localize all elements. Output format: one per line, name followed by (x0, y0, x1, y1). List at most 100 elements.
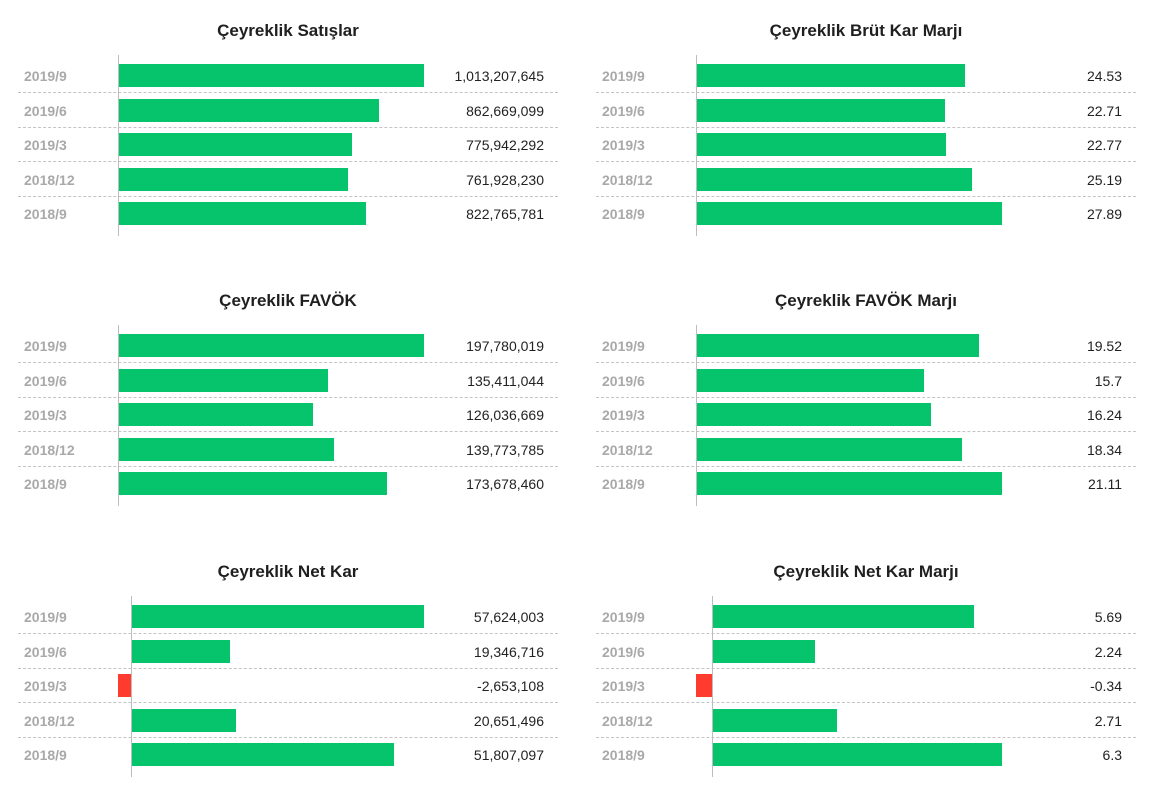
bar-positive (118, 133, 353, 156)
row-separator (18, 633, 558, 634)
value-label: -2,653,108 (477, 678, 544, 694)
value-label: 761,928,230 (466, 171, 544, 188)
row-separator (18, 92, 558, 93)
row-separator (18, 362, 558, 363)
row-separator (596, 431, 1136, 432)
category-label: 2019/6 (24, 102, 67, 119)
category-label: 2019/6 (602, 372, 645, 389)
value-label: 822,765,781 (466, 206, 544, 222)
category-label: 2018/9 (602, 206, 645, 222)
bar-row: 2018/9 6.3 (596, 738, 1136, 772)
row-separator (596, 465, 1136, 467)
bar-positive (131, 605, 424, 628)
category-label: 2018/9 (602, 747, 645, 763)
value-label: 20,651,496 (473, 712, 544, 729)
category-label: 2019/3 (24, 407, 67, 423)
bar-row: 2019/9 197,780,019 (18, 329, 558, 363)
bar-positive (118, 167, 349, 191)
bar-row: 2018/12 2.71 (596, 704, 1136, 738)
row-separator (596, 92, 1136, 93)
row-separator (18, 702, 558, 703)
category-label: 2018/12 (24, 712, 75, 729)
value-label: -0.34 (1090, 678, 1122, 694)
row-separator (596, 633, 1136, 634)
bar-positive (131, 743, 395, 766)
zero-axis-line (696, 325, 697, 506)
row-separator (18, 736, 558, 738)
bar-row: 2019/6 15.7 (596, 364, 1136, 398)
bar-row: 2019/3 -0.34 (596, 669, 1136, 703)
value-label: 19.52 (1086, 338, 1122, 354)
row-separator (596, 667, 1136, 669)
chart-title: Çeyreklik Satışlar (217, 21, 359, 40)
bar-positive (711, 708, 837, 732)
row-separator (18, 667, 558, 669)
row-separator (596, 126, 1136, 128)
bar-row: 2019/6 2.24 (596, 635, 1136, 669)
chart-panel-net-margin: Çeyreklik Net Kar Marjı 2019/9 5.69 2019/6 2… (596, 560, 1136, 800)
chart-panel-ebitda: Çeyreklik FAVÖK 2019/9 197,780,019 2019/6 13… (18, 289, 558, 529)
category-label: 2018/9 (24, 476, 67, 492)
category-label: 2019/6 (602, 643, 645, 660)
bar-positive (118, 202, 367, 225)
category-label: 2019/6 (24, 643, 67, 660)
category-label: 2018/12 (602, 441, 653, 458)
chart-panel-net-profit: Çeyreklik Net Kar 2019/9 57,624,003 2019/6 1… (18, 560, 558, 800)
bar-positive (711, 639, 815, 663)
value-label: 135,411,044 (467, 372, 544, 389)
bar-positive (118, 64, 424, 87)
bar-row: 2019/3 -2,653,108 (18, 669, 558, 703)
category-label: 2019/3 (602, 407, 645, 423)
value-label: 22.71 (1086, 102, 1122, 119)
value-label: 24.53 (1086, 68, 1122, 84)
bar-positive (711, 605, 974, 628)
bar-positive (696, 334, 979, 357)
category-label: 2018/9 (602, 476, 645, 492)
chart-title: Çeyreklik FAVÖK (219, 291, 357, 310)
value-label: 862,669,099 (466, 102, 544, 119)
bar-row: 2019/9 24.53 (596, 59, 1136, 93)
category-label: 2019/9 (602, 68, 645, 84)
bar-row: 2019/3 16.24 (596, 398, 1136, 432)
chart-title: Çeyreklik Net Kar (217, 562, 359, 581)
row-separator (18, 465, 558, 467)
row-separator (596, 362, 1136, 363)
zero-axis-line (131, 596, 133, 777)
bar-row: 2018/9 173,678,460 (18, 467, 558, 501)
bar-row: 2019/6 135,411,044 (18, 364, 558, 398)
bar-row: 2019/6 22.71 (596, 94, 1136, 128)
category-label: 2019/9 (24, 338, 67, 354)
value-label: 5.69 (1094, 609, 1122, 625)
bar-row: 2018/9 21.11 (596, 467, 1136, 501)
category-label: 2019/9 (24, 609, 67, 625)
value-label: 2.71 (1094, 712, 1122, 729)
row-separator (18, 161, 558, 162)
bar-positive (118, 403, 313, 426)
row-separator (18, 396, 558, 398)
bar-negative (696, 674, 712, 697)
bar-row: 2018/9 27.89 (596, 197, 1136, 231)
value-label: 27.89 (1086, 206, 1122, 222)
value-label: 1,013,207,645 (454, 68, 544, 84)
bar-positive (696, 437, 962, 461)
category-label: 2019/3 (602, 678, 645, 694)
bar-row: 2019/9 57,624,003 (18, 600, 558, 634)
category-label: 2019/6 (602, 102, 645, 119)
bar-row: 2018/9 51,807,097 (18, 738, 558, 772)
category-label: 2018/12 (602, 171, 653, 188)
chart-title: Çeyreklik FAVÖK Marjı (774, 291, 958, 310)
bar-row: 2019/6 862,669,099 (18, 94, 558, 128)
value-label: 25.19 (1086, 171, 1122, 188)
bar-positive (696, 98, 946, 122)
bar-positive (118, 472, 387, 495)
category-label: 2019/6 (24, 372, 67, 389)
value-label: 2.24 (1094, 643, 1122, 660)
bar-positive (696, 167, 973, 191)
value-label: 197,780,019 (466, 338, 544, 354)
zero-axis-line (118, 55, 119, 236)
bar-positive (696, 472, 1002, 495)
bar-positive (118, 437, 335, 461)
chart-title: Çeyreklik Brüt Kar Marjı (769, 21, 963, 40)
value-label: 6.3 (1102, 747, 1122, 763)
bar-row: 2019/9 1,013,207,645 (18, 59, 558, 93)
